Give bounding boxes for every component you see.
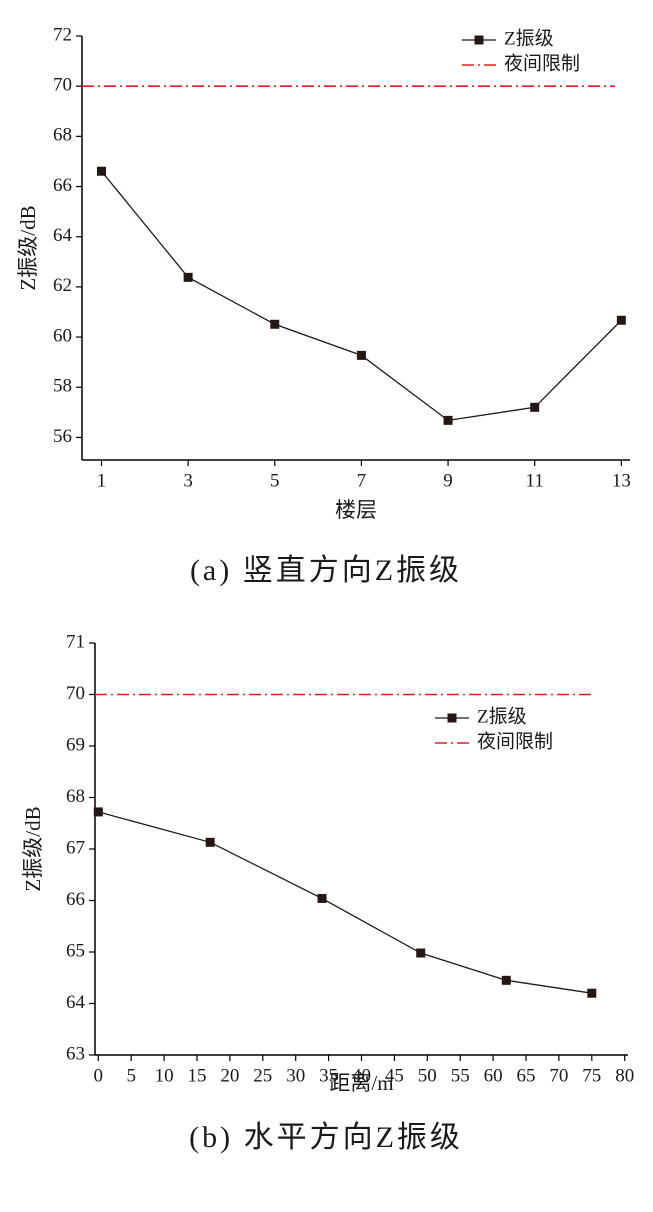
- y-tick-label: 58: [53, 376, 72, 397]
- x-tick-label: 5: [270, 470, 280, 491]
- x-axis-label: 距离/m: [329, 1071, 393, 1095]
- x-tick-label: 45: [385, 1065, 404, 1086]
- y-tick-label: 64: [53, 225, 73, 246]
- y-axis-label: Z振级/dB: [21, 806, 45, 891]
- x-tick-label: 11: [526, 470, 544, 491]
- y-axis-label: Z振级/dB: [16, 205, 40, 290]
- x-tick-label: 15: [187, 1065, 206, 1086]
- data-point: [416, 948, 426, 958]
- series-line: [98, 811, 592, 994]
- y-tick-label: 69: [66, 734, 85, 755]
- y-tick-label: 65: [66, 940, 85, 961]
- y-tick-label: 70: [53, 75, 72, 96]
- y-tick-label: 72: [53, 24, 72, 45]
- y-tick-label: 68: [53, 125, 72, 146]
- x-tick-label: 3: [183, 470, 193, 491]
- data-point: [270, 319, 280, 329]
- x-tick-label: 50: [418, 1065, 437, 1086]
- data-point: [501, 975, 511, 985]
- x-tick-label: 0: [94, 1065, 104, 1086]
- data-point: [93, 807, 103, 817]
- x-tick-label: 25: [253, 1065, 272, 1086]
- y-tick-label: 60: [53, 325, 72, 346]
- x-tick-label: 80: [615, 1065, 634, 1086]
- y-tick-label: 64: [66, 992, 86, 1013]
- y-tick-label: 68: [66, 786, 85, 807]
- y-tick-label: 66: [53, 175, 72, 196]
- x-tick-label: 1: [97, 470, 107, 491]
- legend-marker: [447, 713, 457, 723]
- y-tick-label: 63: [66, 1043, 85, 1064]
- y-tick-label: 56: [53, 426, 72, 447]
- x-tick-label: 60: [484, 1065, 503, 1086]
- y-tick-label: 62: [53, 275, 72, 296]
- data-point: [183, 272, 193, 282]
- x-tick-label: 20: [220, 1065, 239, 1086]
- data-point: [96, 166, 106, 176]
- legend-label: Z振级: [504, 27, 554, 49]
- x-tick-label: 75: [582, 1065, 601, 1086]
- x-tick-label: 9: [443, 470, 453, 491]
- data-point: [356, 350, 366, 360]
- series-line: [100, 170, 622, 422]
- data-point: [317, 893, 327, 903]
- x-tick-label: 70: [549, 1065, 568, 1086]
- x-tick-label: 40: [352, 1065, 371, 1086]
- y-tick-label: 71: [66, 631, 85, 652]
- legend-label: Z振级: [477, 705, 527, 727]
- data-point: [587, 988, 597, 998]
- data-point: [616, 315, 626, 325]
- y-tick-label: 66: [66, 889, 85, 910]
- x-tick-label: 13: [612, 470, 631, 491]
- legend-label: 夜间限制: [477, 730, 553, 752]
- x-tick-label: 55: [451, 1065, 470, 1086]
- x-tick-label: 65: [517, 1065, 536, 1086]
- x-tick-label: 7: [357, 470, 367, 491]
- y-tick-label: 70: [66, 683, 85, 704]
- x-tick-label: 10: [155, 1065, 174, 1086]
- x-tick-label: 30: [286, 1065, 305, 1086]
- x-axis-label: 楼层: [335, 498, 377, 522]
- x-tick-label: 5: [126, 1065, 136, 1086]
- legend-label: 夜间限制: [504, 52, 580, 74]
- y-tick-label: 67: [66, 837, 85, 858]
- data-point: [443, 415, 453, 425]
- data-point: [530, 402, 540, 412]
- caption: (a) 竖直方向Z振级: [190, 554, 462, 587]
- x-tick-label: 35: [319, 1065, 338, 1086]
- data-point: [205, 837, 215, 847]
- legend-marker: [474, 35, 484, 45]
- caption: (b) 水平方向Z振级: [189, 1121, 463, 1154]
